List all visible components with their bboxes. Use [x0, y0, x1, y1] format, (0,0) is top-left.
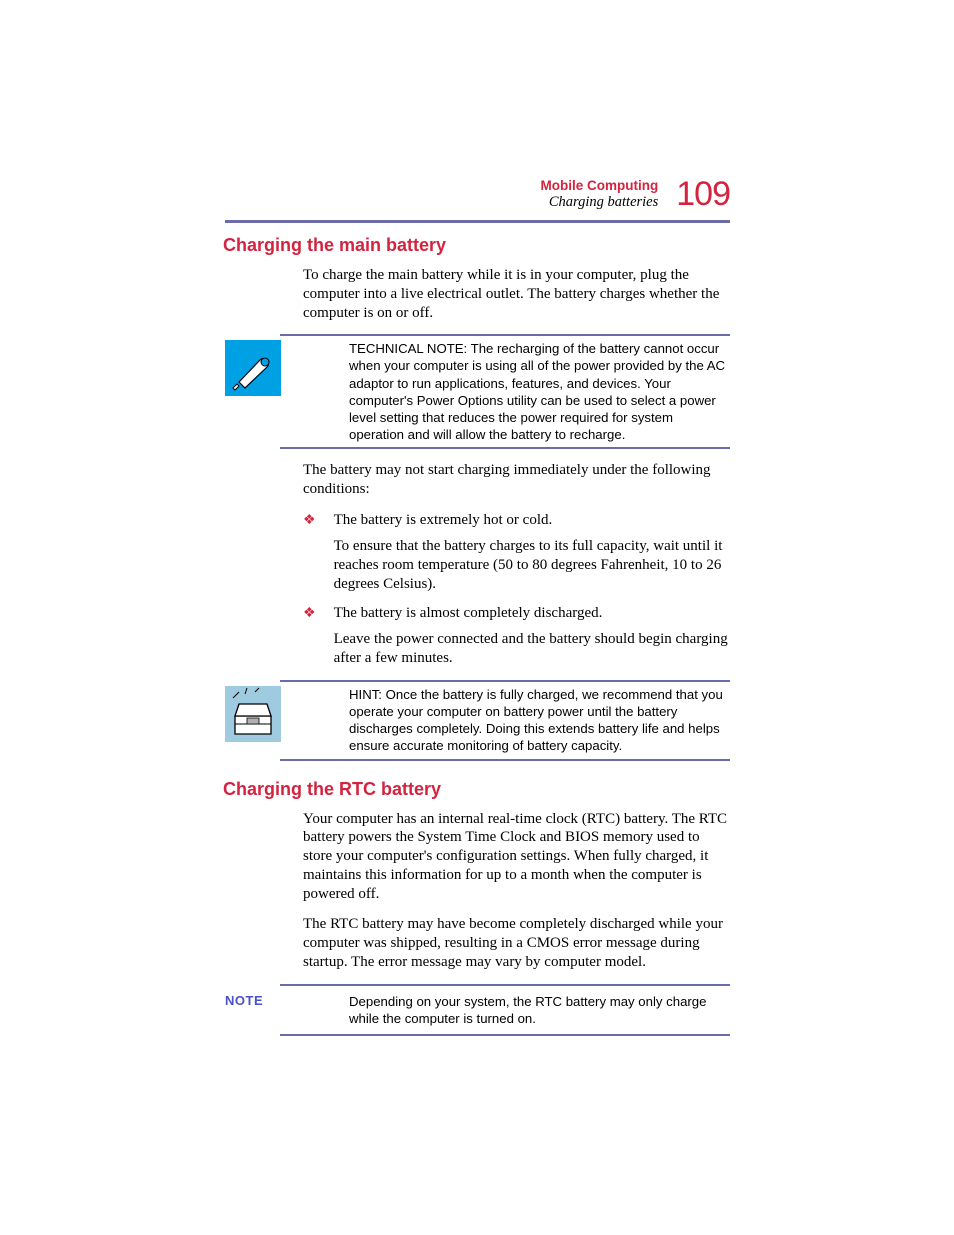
note-label: NOTE: [225, 993, 281, 1008]
callout-top-rule: [280, 984, 730, 986]
list-item: ❖ The battery is almost completely disch…: [303, 604, 730, 668]
hint-callout: HINT: Once the battery is fully charged,…: [225, 680, 730, 761]
bullet-main: The battery is extremely hot or cold.: [334, 512, 553, 528]
page-number: 109: [676, 175, 730, 214]
callout-bottom-rule: [280, 447, 730, 449]
page-header: Mobile Computing Charging batteries 109: [225, 175, 730, 214]
chapter-title: Mobile Computing: [541, 178, 659, 193]
technical-note-text: TECHNICAL NOTE: The recharging of the ba…: [349, 340, 730, 443]
callout-body: HINT: Once the battery is fully charged,…: [225, 686, 730, 755]
bullet-content: The battery is almost completely dischar…: [334, 604, 730, 668]
document-page: Mobile Computing Charging batteries 109 …: [225, 175, 730, 1048]
bullet-icon: ❖: [303, 512, 316, 529]
bullet-content: The battery is extremely hot or cold. To…: [334, 511, 730, 594]
bullet-main: The battery is almost completely dischar…: [334, 605, 603, 621]
rtc-paragraph-1: Your computer has an internal real-time …: [303, 810, 730, 904]
treasure-chest-icon: [225, 686, 281, 742]
conditions-list: ❖ The battery is extremely hot or cold. …: [303, 511, 730, 668]
hint-text: HINT: Once the battery is fully charged,…: [349, 686, 730, 755]
header-text-block: Mobile Computing Charging batteries: [541, 178, 659, 211]
conditions-intro: The battery may not start charging immed…: [303, 461, 730, 499]
header-rule: [225, 220, 730, 223]
section-subtitle: Charging batteries: [541, 194, 659, 211]
intro-paragraph: To charge the main battery while it is i…: [303, 266, 730, 322]
callout-top-rule: [280, 334, 730, 336]
bullet-sub: Leave the power connected and the batter…: [334, 630, 730, 668]
wrench-icon: [225, 340, 281, 396]
callout-top-rule: [280, 680, 730, 682]
list-item: ❖ The battery is extremely hot or cold. …: [303, 511, 730, 594]
bullet-icon: ❖: [303, 605, 316, 622]
note-text: Depending on your system, the RTC batter…: [349, 993, 730, 1027]
bullet-sub: To ensure that the battery charges to it…: [334, 537, 730, 593]
callout-body: NOTE Depending on your system, the RTC b…: [225, 990, 730, 1030]
callout-body: TECHNICAL NOTE: The recharging of the ba…: [225, 340, 730, 443]
heading-rtc-battery: Charging the RTC battery: [223, 779, 730, 800]
technical-note-callout: TECHNICAL NOTE: The recharging of the ba…: [225, 334, 730, 449]
heading-main-battery: Charging the main battery: [223, 235, 730, 256]
note-callout: NOTE Depending on your system, the RTC b…: [225, 984, 730, 1036]
callout-bottom-rule: [280, 759, 730, 761]
callout-bottom-rule: [280, 1034, 730, 1036]
rtc-paragraph-2: The RTC battery may have become complete…: [303, 915, 730, 971]
